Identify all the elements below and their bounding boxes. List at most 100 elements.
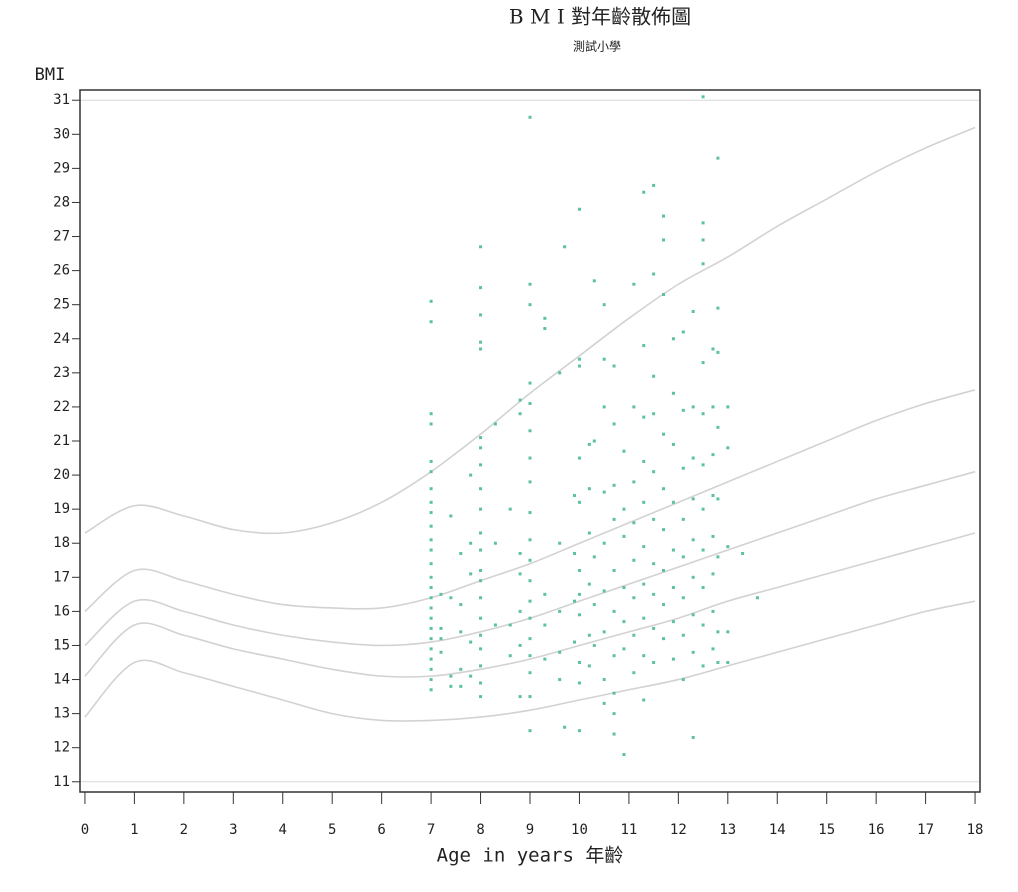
- data-point: [691, 613, 695, 617]
- data-point: [642, 500, 646, 504]
- data-point: [602, 357, 606, 361]
- x-tick-label: 0: [81, 822, 89, 838]
- data-point: [528, 599, 532, 603]
- data-point: [711, 453, 715, 457]
- data-point: [602, 303, 606, 307]
- y-tick-label: 20: [53, 467, 70, 483]
- data-point: [592, 439, 596, 443]
- data-point: [429, 596, 433, 600]
- data-point: [612, 654, 616, 658]
- data-point: [518, 643, 522, 647]
- data-point: [429, 511, 433, 515]
- data-point: [528, 671, 532, 675]
- data-point: [711, 494, 715, 498]
- data-point: [573, 599, 577, 603]
- data-point: [528, 538, 532, 542]
- data-point: [577, 729, 581, 733]
- data-point: [632, 633, 636, 637]
- data-point: [508, 507, 512, 511]
- data-point: [429, 606, 433, 610]
- data-point: [528, 402, 532, 406]
- x-tick-label: 4: [279, 822, 287, 838]
- data-point: [632, 405, 636, 409]
- data-point: [439, 592, 443, 596]
- data-point: [469, 572, 473, 576]
- y-tick-label: 17: [53, 569, 70, 585]
- data-point: [701, 507, 705, 511]
- data-point: [429, 688, 433, 692]
- data-point: [662, 487, 666, 491]
- data-point: [662, 637, 666, 641]
- data-point: [652, 183, 656, 187]
- data-point: [711, 572, 715, 576]
- data-point: [612, 517, 616, 521]
- data-point: [716, 306, 720, 310]
- data-point: [479, 347, 483, 351]
- data-point: [652, 626, 656, 630]
- data-point: [429, 524, 433, 528]
- data-point: [528, 616, 532, 620]
- data-point: [662, 214, 666, 218]
- data-point: [429, 647, 433, 651]
- data-point: [662, 432, 666, 436]
- data-point: [429, 470, 433, 474]
- data-point: [449, 674, 453, 678]
- data-point: [429, 500, 433, 504]
- data-point: [622, 449, 626, 453]
- data-point: [716, 630, 720, 634]
- data-point: [642, 545, 646, 549]
- data-point: [479, 647, 483, 651]
- data-point: [587, 442, 591, 446]
- x-tick-label: 2: [180, 822, 188, 838]
- data-point: [508, 654, 512, 658]
- data-point: [558, 678, 562, 682]
- data-point: [711, 609, 715, 613]
- data-point: [612, 609, 616, 613]
- data-point: [469, 473, 473, 477]
- data-point: [429, 299, 433, 303]
- y-tick-label: 13: [53, 706, 70, 722]
- data-point: [701, 463, 705, 467]
- data-point: [681, 555, 685, 559]
- data-point: [671, 337, 675, 341]
- data-point: [429, 538, 433, 542]
- data-point: [518, 572, 522, 576]
- data-point: [528, 637, 532, 641]
- data-point: [642, 616, 646, 620]
- data-point: [479, 531, 483, 535]
- data-point: [681, 330, 685, 334]
- data-point: [711, 347, 715, 351]
- data-point: [518, 398, 522, 402]
- data-point: [577, 592, 581, 596]
- data-point: [652, 470, 656, 474]
- data-point: [459, 630, 463, 634]
- data-point: [652, 272, 656, 276]
- data-point: [479, 446, 483, 450]
- data-point: [691, 538, 695, 542]
- x-tick-label: 3: [229, 822, 237, 838]
- data-point: [592, 555, 596, 559]
- data-point: [691, 497, 695, 501]
- data-point: [518, 609, 522, 613]
- data-point: [429, 320, 433, 324]
- y-tick-label: 31: [53, 92, 70, 108]
- x-tick-label: 8: [476, 822, 484, 838]
- data-point: [479, 286, 483, 290]
- data-point: [741, 551, 745, 555]
- data-point: [469, 541, 473, 545]
- data-point: [459, 684, 463, 688]
- data-point: [429, 657, 433, 661]
- y-tick-label: 26: [53, 263, 70, 279]
- data-point: [671, 391, 675, 395]
- y-tick-label: 30: [53, 126, 70, 142]
- data-point: [711, 534, 715, 538]
- data-point: [716, 350, 720, 354]
- data-point: [429, 548, 433, 552]
- data-point: [528, 729, 532, 733]
- data-point: [701, 95, 705, 99]
- data-point: [449, 514, 453, 518]
- data-point: [528, 511, 532, 515]
- data-point: [479, 507, 483, 511]
